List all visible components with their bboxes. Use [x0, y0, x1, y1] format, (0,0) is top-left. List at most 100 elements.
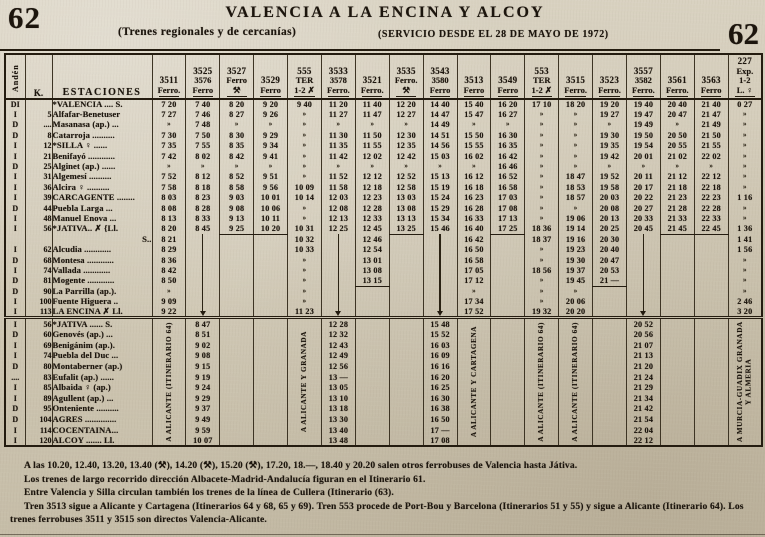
time-cell: 15 24 — [422, 192, 458, 203]
time-cell: 15 55 — [456, 140, 491, 151]
km-cell: 81 — [24, 275, 52, 287]
time-cell — [693, 361, 729, 372]
station-row: D 68 Montesa ............ 8 36» 13 01 16 58» 1… — [4, 254, 763, 266]
time-cell: » — [524, 171, 559, 183]
time-cell — [253, 306, 288, 318]
anden-cell: I — [4, 192, 25, 203]
time-cell: » — [727, 182, 763, 193]
time-cell — [253, 414, 288, 425]
time-cell: 1 36 — [727, 223, 763, 235]
time-cell: 7 20 — [151, 99, 186, 110]
time-cell: 21 54 — [625, 414, 661, 425]
time-cell: 9 34 — [253, 140, 288, 151]
km-cell: 69 — [24, 340, 52, 351]
time-cell — [320, 286, 356, 297]
time-cell — [659, 234, 695, 245]
time-cell: 17 08 — [422, 435, 458, 446]
anden-cell: D — [4, 202, 25, 214]
time-cell — [490, 403, 525, 415]
stations-column-header: ESTACIONES — [51, 54, 152, 100]
time-cell — [490, 286, 525, 297]
time-cell: 21 55 — [693, 140, 729, 151]
time-cell: » — [253, 119, 288, 131]
time-cell: 16 20 — [422, 371, 458, 383]
time-cell: 20 47 — [592, 254, 627, 266]
time-cell: 22 04 — [625, 424, 661, 436]
time-cell: 20 56 — [625, 329, 661, 340]
time-cell — [422, 306, 458, 318]
time-cell: » — [727, 213, 763, 224]
time-cell: » — [524, 150, 559, 162]
time-cell: » — [558, 140, 593, 151]
time-cell — [388, 382, 424, 393]
time-cell: 9 15 — [185, 361, 220, 372]
time-cell: 19 52 — [592, 171, 627, 183]
km-cell: 25 — [24, 161, 52, 172]
time-cell: 13 10 — [320, 392, 356, 404]
section-separator — [4, 316, 763, 320]
time-cell — [592, 318, 627, 330]
station-row: D 104 AGRES .............. 9 49 13 30 16 50 21… — [4, 414, 762, 425]
destination-rotated-label: A ALICANTE (ITINERARIO 64) — [524, 318, 559, 446]
time-cell — [490, 234, 525, 245]
anden-cell: D — [4, 161, 25, 172]
time-cell: » — [659, 119, 695, 131]
time-cell: 19 37 — [558, 265, 593, 276]
time-cell: » — [524, 161, 559, 172]
time-cell: 16 52 — [490, 171, 525, 183]
time-cell: » — [727, 202, 763, 214]
time-cell — [354, 286, 390, 297]
time-cell — [592, 296, 627, 307]
time-cell: 8 30 — [219, 130, 254, 141]
time-cell: 10 01 — [253, 192, 288, 203]
time-cell: 15 52 — [422, 329, 458, 340]
time-cell — [693, 254, 729, 266]
time-cell: 8 28 — [185, 202, 220, 214]
time-cell — [354, 306, 390, 318]
station-row: I 5 Alfafar-Benetuser 7 27 7 46 8 27 9 26» 11 2… — [4, 109, 763, 120]
time-cell: 21 12 — [659, 171, 695, 183]
time-cell — [490, 361, 525, 372]
time-cell: 15 13 — [422, 171, 458, 183]
time-cell — [388, 254, 424, 266]
train-column-header-3543-3580: 3543 3580 Ferro — [422, 54, 458, 100]
time-cell: 17 34 — [456, 296, 491, 307]
time-cell: 12 49 — [320, 350, 356, 362]
time-cell: 19 35 — [592, 140, 627, 151]
time-cell: 7 55 — [185, 140, 220, 151]
time-cell — [625, 296, 661, 307]
time-cell: » — [558, 202, 593, 214]
time-cell: 20 45 — [625, 223, 661, 235]
time-cell: 21 50 — [693, 130, 729, 141]
time-cell — [693, 403, 729, 415]
time-cell: 8 20 — [219, 99, 254, 110]
time-cell: » — [354, 119, 390, 131]
time-cell: » — [727, 130, 763, 141]
station-name: Puebla Larga ... — [51, 202, 152, 214]
time-cell — [693, 392, 729, 404]
time-cell: 11 27 — [320, 109, 356, 120]
time-cell: » — [524, 213, 559, 224]
time-cell: 20 25 — [592, 223, 627, 235]
station-name: Manuel Enova ... — [51, 213, 152, 224]
time-cell — [659, 286, 695, 297]
time-cell: 9 08 — [185, 350, 220, 362]
time-cell: 12 23 — [354, 192, 390, 203]
time-cell — [354, 435, 390, 446]
station-row: I 114 COCENTAINA... 9 59 13 40 17 — 22 04 — [4, 424, 762, 436]
time-cell: 22 23 — [693, 192, 729, 203]
station-name: Alcira ♀ .......... — [51, 182, 152, 193]
time-cell: » — [693, 161, 729, 172]
time-cell: 8 21 — [151, 234, 186, 245]
time-cell: 8 02 — [185, 150, 220, 162]
time-cell — [388, 296, 424, 307]
time-cell — [320, 306, 356, 318]
time-cell: 12 32 — [320, 329, 356, 340]
station-row: I 62 Alcudia ............ 8 29 10 33 12 54 16 … — [4, 244, 763, 255]
train-column-header-3533-3578: 3533 3578 Ferro. — [320, 54, 356, 100]
time-cell: 16 30 — [422, 392, 458, 404]
time-cell: » — [456, 286, 491, 297]
bottom-edge-rule — [0, 534, 765, 535]
time-cell: 20 11 — [625, 171, 661, 183]
time-cell: 21 18 — [659, 182, 695, 193]
